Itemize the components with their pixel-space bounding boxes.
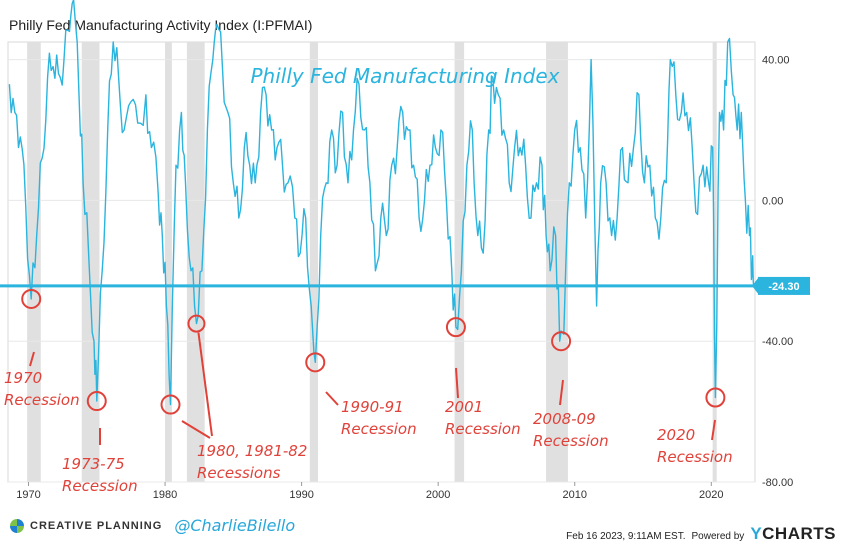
plot-area [7, 41, 756, 483]
recession-label: 2008-09 [533, 410, 596, 428]
last-value-badge [758, 276, 810, 295]
x-tick-label: 2000 [426, 489, 450, 501]
recession-band [27, 42, 41, 482]
author-handle: @CharlieBilello [174, 516, 296, 535]
recession-circle [551, 331, 572, 352]
annotation-pointer [197, 332, 213, 437]
recession-circle [705, 387, 726, 408]
recession-label: 2020 [657, 426, 695, 444]
x-tick-label: 1980 [153, 489, 177, 501]
recession-band [712, 42, 717, 482]
annotation-pointer [181, 420, 211, 439]
footer-source: Feb 16 2023, 9:11AM EST. Powered by YCHA… [566, 524, 836, 544]
chart-inner-title: Philly Fed Manufacturing Index [250, 64, 559, 88]
annotation-pointer [325, 391, 339, 406]
recession-label: Recession [341, 420, 417, 438]
x-tick-label: 1970 [16, 489, 40, 501]
timestamp: Feb 16 2023, 9:11AM EST. [566, 531, 686, 542]
ycharts-logo[interactable]: YCHARTS [750, 524, 836, 543]
recession-band [454, 42, 465, 482]
x-tick-label: 1990 [289, 489, 313, 501]
recession-label: Recession [533, 432, 609, 450]
recession-label: 1990-91 [341, 398, 404, 416]
x-tick-label: 2020 [699, 489, 723, 501]
annotation-pointer [29, 351, 35, 367]
y-tick-label: -40.00 [762, 336, 793, 348]
y-tick-label: -80.00 [762, 477, 793, 489]
recession-band [186, 42, 205, 482]
annotation-pointer [711, 419, 716, 441]
recession-label: 2001 [445, 398, 483, 416]
recession-band [309, 42, 318, 482]
recession-label: Recessions [197, 464, 281, 482]
recession-circle [86, 391, 107, 412]
recession-label: 1970 [4, 369, 42, 387]
recession-label: Recession [4, 391, 80, 409]
powered-by: Powered by [691, 531, 745, 542]
recession-label: 1980, 1981-82 [197, 442, 307, 460]
chart-title: Philly Fed Manufacturing Activity Index … [9, 17, 313, 33]
recession-circle [305, 352, 326, 373]
recession-band [165, 42, 172, 482]
last-value-label: -24.30 [768, 281, 799, 293]
recession-circle [160, 394, 181, 415]
recession-circle [187, 314, 206, 333]
last-value-pointer [752, 276, 759, 295]
recession-circle [445, 317, 466, 338]
x-tick-label: 2010 [562, 489, 586, 501]
recession-circle [21, 288, 42, 309]
recession-label: Recession [445, 420, 521, 438]
y-tick-label: 40.00 [762, 55, 790, 67]
index-series-line [8, 0, 755, 406]
recession-label: Recession [657, 448, 733, 466]
annotation-pointer [559, 379, 564, 406]
recession-band [81, 42, 100, 482]
creative-planning-logo-icon [10, 518, 24, 533]
footer-brand: CREATIVE PLANNING @CharlieBilello [10, 516, 295, 535]
brand-name: CREATIVE PLANNING [30, 519, 163, 532]
recession-label: 1973-75 [62, 455, 125, 473]
annotation-pointer [455, 367, 459, 399]
y-tick-label: 0.00 [762, 195, 783, 207]
recession-label: Recession [62, 477, 138, 495]
